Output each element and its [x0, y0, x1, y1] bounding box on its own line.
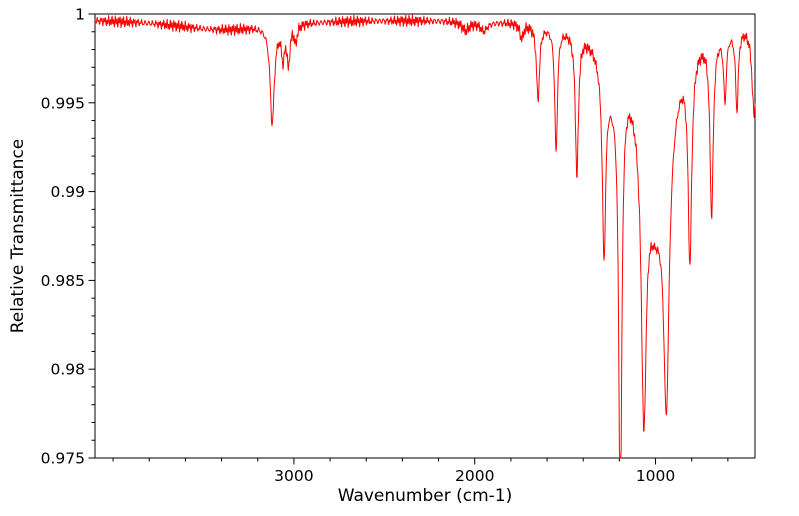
- y-tick-label: 0.99: [50, 183, 85, 201]
- x-tick-label: 3000: [274, 467, 313, 485]
- plot-frame: [94, 13, 756, 459]
- y-tick-label: 0.98: [50, 361, 85, 379]
- x-tick-label: 2000: [455, 467, 494, 485]
- y-tick-label: 1: [75, 6, 85, 24]
- y-tick-label: 0.985: [41, 272, 85, 290]
- x-tick-label: 1000: [636, 467, 675, 485]
- x-axis-title: Wavenumber (cm-1): [337, 486, 513, 506]
- spectrum-line: [94, 14, 756, 459]
- y-tick-label: 0.995: [41, 94, 85, 112]
- y-axis-title: Relative Transmittance: [8, 138, 28, 334]
- y-tick-label: 0.975: [41, 450, 85, 468]
